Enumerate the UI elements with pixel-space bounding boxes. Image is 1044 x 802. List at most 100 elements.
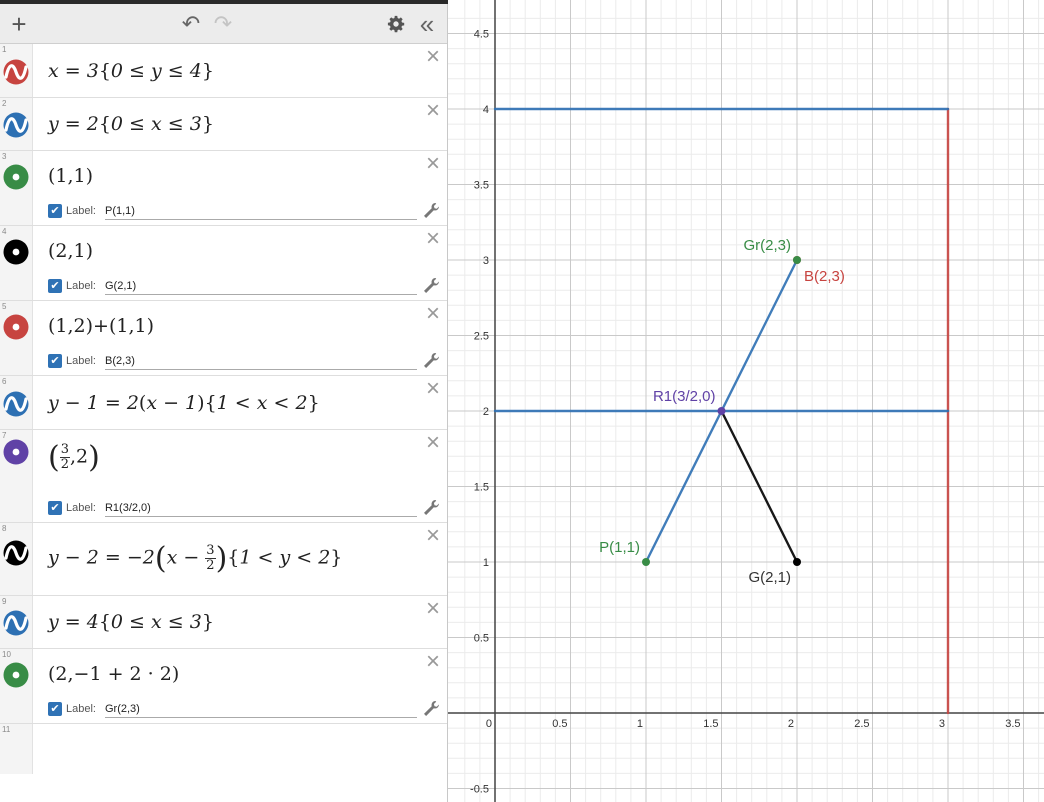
label-input[interactable]: R1(3/2,0) [104, 499, 417, 517]
y-tick-label: 3.5 [474, 180, 489, 192]
expression-index: 8 [2, 524, 7, 533]
collapse-panel-button[interactable]: « [419, 8, 435, 39]
expression-math[interactable]: (3 2,2) [48, 440, 100, 475]
label-row: ✔ Label: G(2,1) [48, 276, 417, 296]
expression-gutter: 4 [0, 226, 33, 300]
delete-expression-icon[interactable]: × [425, 522, 440, 549]
point-icon[interactable] [3, 314, 29, 340]
expression-row[interactable]: 8 y − 2 = −2(x − 3 2){1 < y < 2} × [0, 522, 447, 596]
expression-math[interactable]: y = 2{0 ≤ x ≤ 3} [48, 113, 214, 135]
point-label: R1(3/2,0) [653, 388, 716, 405]
label-caption: Label: [66, 280, 96, 292]
delete-expression-icon[interactable]: × [425, 595, 440, 622]
expression-row[interactable]: 1 x = 3{0 ≤ y ≤ 4} × [0, 43, 447, 98]
expression-math[interactable]: (2,1) [48, 240, 94, 262]
label-caption: Label: [66, 205, 96, 217]
delete-expression-icon[interactable]: × [425, 225, 440, 252]
delete-expression-icon[interactable]: × [425, 429, 440, 456]
expression-index: 5 [2, 302, 7, 311]
expression-row[interactable]: 7 (3 2,2) × ✔ Label: R1(3/2,0) [0, 429, 447, 523]
expression-index: 10 [2, 650, 11, 659]
delete-expression-icon[interactable]: × [425, 648, 440, 675]
expression-gutter: 1 [0, 44, 33, 97]
graph-paper[interactable]: 0 0.5 1 1.5 2 2.5 3 3.5 4.5 4 3.5 3 2.5 2 1.5 1 0.5 -0.5 P… [448, 0, 1044, 802]
point-label: P(1,1) [599, 539, 640, 556]
expression-index: 6 [2, 377, 7, 386]
graph-point [642, 558, 650, 566]
expression-gutter: 9 [0, 596, 33, 648]
expression-row[interactable]: 10 (2,−1 + 2 · 2) × ✔ Label: Gr(2,3) [0, 648, 447, 724]
expression-math[interactable]: (1,2)+(1,1) [48, 315, 155, 337]
expression-toolbar: + ↶ ↷ « [0, 4, 447, 44]
expression-math[interactable]: y = 4{0 ≤ x ≤ 3} [48, 611, 214, 633]
delete-expression-icon[interactable]: × [425, 43, 440, 70]
x-tick-label: 1.5 [703, 718, 718, 730]
x-tick-label: 2.5 [854, 718, 869, 730]
expression-row[interactable]: 2 y = 2{0 ≤ x ≤ 3} × [0, 97, 447, 151]
expression-index: 9 [2, 597, 7, 606]
y-tick-label: 1.5 [474, 482, 489, 494]
expression-math[interactable]: y − 2 = −2(x − 3 2){1 < y < 2} [48, 541, 343, 576]
delete-expression-icon[interactable]: × [425, 300, 440, 327]
graph-background [448, 0, 1044, 802]
point-label: B(2,3) [804, 268, 845, 285]
x-tick-label: 0 [486, 718, 492, 730]
expression-row[interactable]: 3 (1,1) × ✔ Label: P(1,1) [0, 150, 447, 226]
label-checkbox[interactable]: ✔ [48, 354, 62, 368]
expression-math[interactable]: y − 1 = 2(x − 1){1 < x < 2} [48, 392, 320, 414]
settings-button[interactable] [384, 4, 408, 44]
expression-math[interactable]: x = 3{0 ≤ y ≤ 4} [48, 60, 214, 82]
graph-curve-icon[interactable] [3, 112, 29, 138]
add-expression-button[interactable]: + [11, 8, 27, 39]
label-row: ✔ Label: B(2,3) [48, 351, 417, 371]
y-tick-label: 0.5 [474, 633, 489, 645]
point-icon[interactable] [3, 239, 29, 265]
expression-row[interactable]: 4 (2,1) × ✔ Label: G(2,1) [0, 225, 447, 301]
wrench-icon[interactable] [421, 498, 441, 518]
point-icon[interactable] [3, 662, 29, 688]
expression-row[interactable]: 6 y − 1 = 2(x − 1){1 < x < 2} × [0, 375, 447, 430]
y-tick-label: -0.5 [470, 784, 489, 796]
expression-row[interactable]: 9 y = 4{0 ≤ x ≤ 3} × [0, 595, 447, 649]
wrench-icon[interactable] [421, 276, 441, 296]
wrench-icon[interactable] [421, 699, 441, 719]
x-tick-label: 1 [637, 718, 643, 730]
point-icon[interactable] [3, 439, 29, 465]
y-tick-label: 2 [483, 406, 489, 418]
label-checkbox[interactable]: ✔ [48, 279, 62, 293]
graph-segment [720, 409, 799, 564]
expression-gutter: 2 [0, 98, 33, 150]
expression-math[interactable]: (1,1) [48, 165, 94, 187]
x-tick-label: 3.5 [1005, 718, 1020, 730]
delete-expression-icon[interactable]: × [425, 375, 440, 402]
new-expression-row[interactable]: 11 [0, 724, 447, 774]
expression-index: 2 [2, 99, 7, 108]
label-checkbox[interactable]: ✔ [48, 204, 62, 218]
undo-button[interactable]: ↶ [181, 11, 201, 36]
graph-curve-icon[interactable] [3, 59, 29, 85]
expression-gutter: 6 [0, 376, 33, 429]
label-input[interactable]: G(2,1) [104, 277, 417, 295]
graph-curve-icon[interactable] [3, 540, 29, 566]
label-input[interactable]: P(1,1) [104, 202, 417, 220]
delete-expression-icon[interactable]: × [425, 150, 440, 177]
point-label: Gr(2,3) [743, 237, 791, 254]
graph-curve-icon[interactable] [3, 610, 29, 636]
graph-curve-icon[interactable] [3, 391, 29, 417]
expression-math[interactable]: (2,−1 + 2 · 2) [48, 663, 180, 685]
wrench-icon[interactable] [421, 351, 441, 371]
point-icon[interactable] [3, 164, 29, 190]
label-input[interactable]: B(2,3) [104, 352, 417, 370]
wrench-icon[interactable] [421, 201, 441, 221]
label-input[interactable]: Gr(2,3) [104, 700, 417, 718]
delete-expression-icon[interactable]: × [425, 97, 440, 124]
expression-gutter: 7 [0, 430, 33, 522]
graph-point [717, 407, 726, 415]
expression-index: 7 [2, 431, 7, 440]
expression-panel: + ↶ ↷ « 1 x = 3{0 ≤ y ≤ 4} × 2 y = 2{0 ≤ x ≤… [0, 4, 448, 802]
redo-button[interactable]: ↷ [213, 11, 233, 36]
expression-row[interactable]: 5 (1,2)+(1,1) × ✔ Label: B(2,3) [0, 300, 447, 376]
label-checkbox[interactable]: ✔ [48, 501, 62, 515]
label-checkbox[interactable]: ✔ [48, 702, 62, 716]
